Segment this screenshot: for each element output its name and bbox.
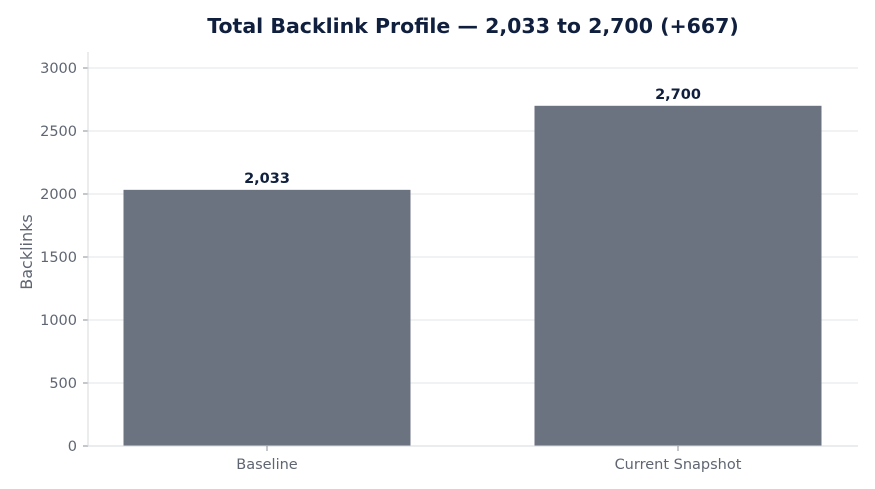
y-tick-label: 2500 bbox=[40, 124, 77, 140]
y-tick-label: 1500 bbox=[40, 250, 77, 266]
y-tick-label: 3000 bbox=[40, 61, 77, 77]
axes: 0 500 1000 1500 2000 2500 3000 Baseline Current … bbox=[40, 52, 858, 473]
y-tick-label: 500 bbox=[49, 376, 77, 392]
bar-value-label: 2,700 bbox=[655, 87, 701, 103]
bars bbox=[123, 105, 822, 447]
x-tick-label: Current Snapshot bbox=[615, 457, 742, 473]
y-tick-label: 1000 bbox=[40, 313, 77, 329]
y-tick-label: 2000 bbox=[40, 187, 77, 203]
data-labels: 2,033 2,700 bbox=[244, 87, 701, 187]
chart-title: Total Backlink Profile — 2,033 to 2,700 … bbox=[207, 14, 739, 38]
bar-value-label: 2,033 bbox=[244, 171, 290, 187]
y-tick-label: 0 bbox=[68, 439, 77, 455]
bar bbox=[534, 105, 822, 447]
x-tick-label: Baseline bbox=[236, 457, 298, 473]
bar bbox=[123, 189, 411, 447]
y-axis-title: Backlinks bbox=[17, 214, 36, 289]
